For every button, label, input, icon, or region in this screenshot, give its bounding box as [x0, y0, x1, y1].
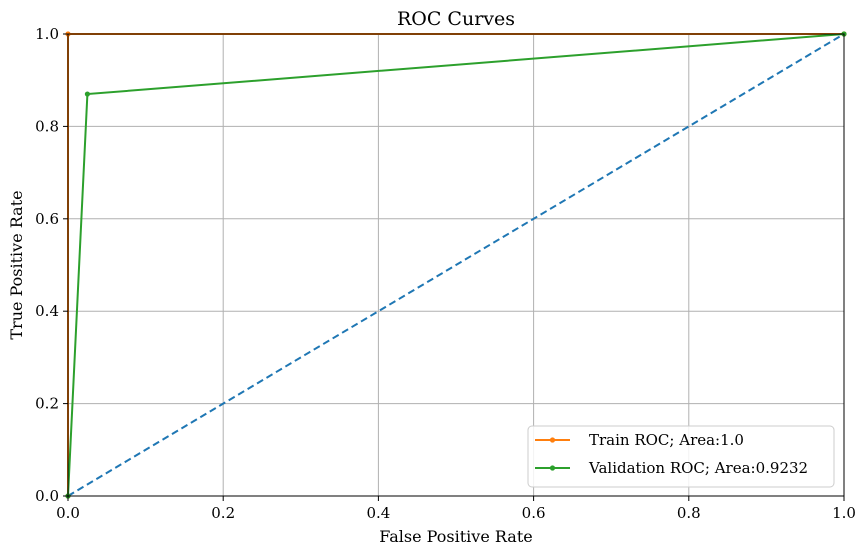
y-tick-label: 0.8: [35, 117, 59, 135]
legend: Train ROC; Area:1.0 Validation ROC; Area:…: [527, 425, 835, 488]
x-tick-label: 1.0: [832, 504, 856, 522]
plot-frame: [67, 33, 845, 497]
y-axis-label: True Positive Rate: [7, 190, 26, 339]
y-tick-label: 0.4: [35, 302, 59, 320]
y-tick-label: 0.0: [35, 487, 59, 505]
legend-label-0: Train ROC; Area:1.0: [589, 431, 744, 449]
legend-marker-1: [549, 465, 556, 471]
x-tick-label: 0.6: [522, 504, 546, 522]
y-tick-label: 0.6: [35, 210, 59, 228]
tick-labels: 0.0 0.2 0.4 0.6 0.8 1.0 0.0 0.2 0.4 0.6 0.8 1.0: [35, 25, 856, 522]
legend-marker-0: [549, 437, 556, 443]
x-axis-label: False Positive Rate: [379, 527, 533, 546]
legend-box: [527, 425, 835, 488]
x-tick-label: 0.4: [366, 504, 390, 522]
series-point-1: [84, 91, 90, 97]
x-tick-label: 0.2: [211, 504, 235, 522]
chart-title: ROC Curves: [397, 8, 515, 30]
x-tick-label: 0.8: [677, 504, 701, 522]
chance-diagonal-line: [67, 33, 845, 497]
y-tick-label: 1.0: [35, 25, 59, 43]
legend-label-1: Validation ROC; Area:0.9232: [588, 459, 808, 477]
x-tick-label: 0.0: [56, 504, 80, 522]
y-tick-label: 0.2: [35, 395, 59, 413]
